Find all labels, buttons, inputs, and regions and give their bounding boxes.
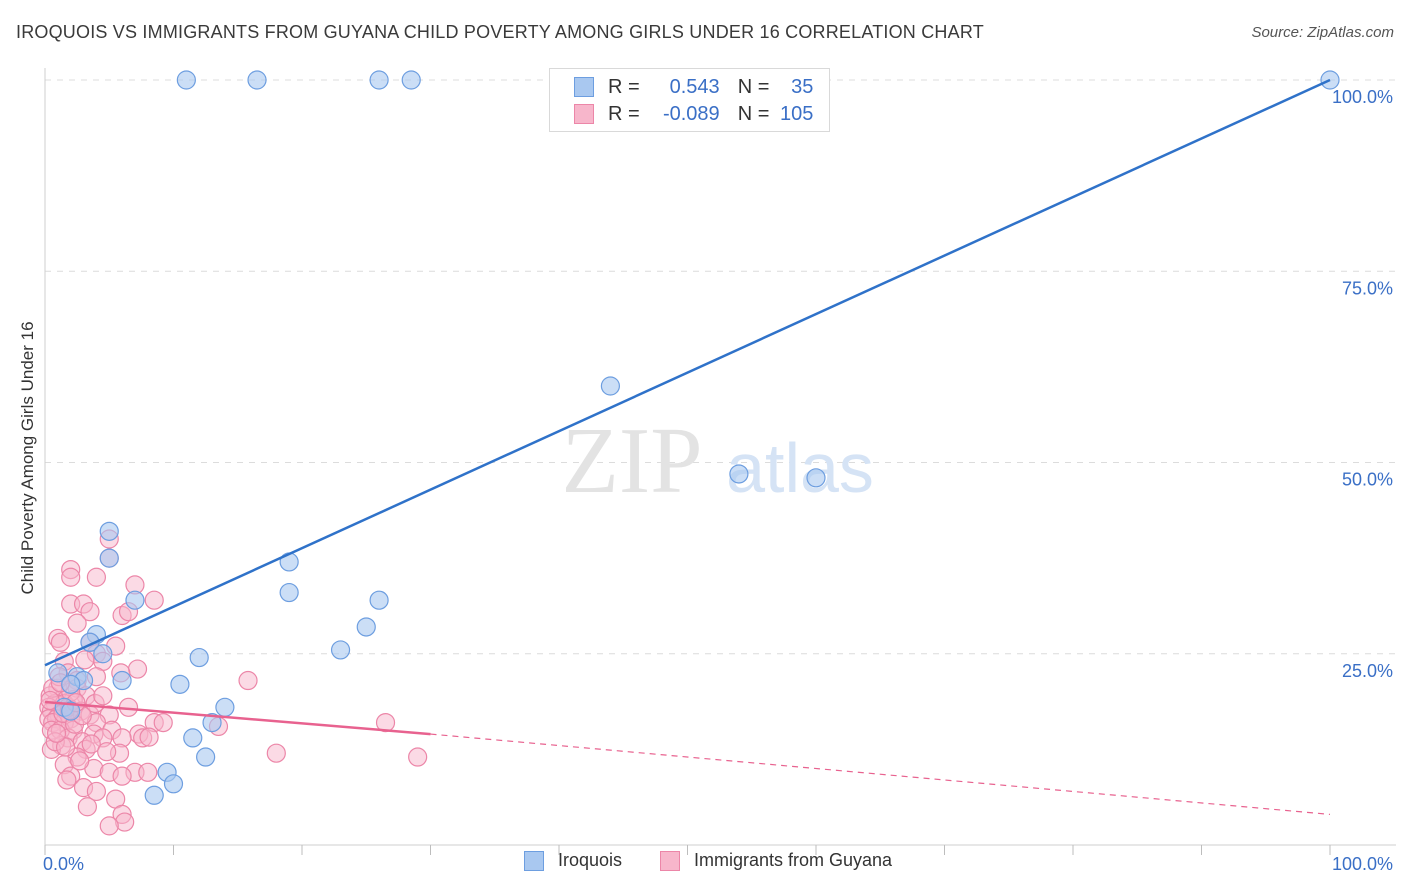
y-tick-label: 50.0% <box>1342 470 1393 490</box>
guyana-point <box>97 742 117 762</box>
guyana-point <box>127 659 148 679</box>
iroquois-point <box>247 70 267 90</box>
iroquois-point <box>112 670 132 691</box>
guyana-point <box>112 766 132 786</box>
legend-r-label: R = <box>608 75 640 98</box>
iroquois-point <box>729 464 749 484</box>
guyana-trend-line <box>44 700 431 736</box>
iroquois-point <box>99 548 119 568</box>
legend-r-value: 0.543 <box>669 75 720 98</box>
iroquois-point <box>600 376 621 396</box>
correlation-legend: R = 0.543 N = 35 R = -0.089 N = 105 <box>549 68 830 132</box>
guyana-point <box>55 737 76 757</box>
iroquois-point <box>279 582 299 603</box>
iroquois-point <box>163 774 184 794</box>
y-tick-label: 100.0% <box>1332 87 1393 107</box>
guyana-point <box>75 650 95 670</box>
legend-label-iroquois: Iroquois <box>558 850 623 870</box>
iroquois-point <box>369 70 389 90</box>
chart-title: IROQUOIS VS IMMIGRANTS FROM GUYANA CHILD… <box>16 22 984 42</box>
source-label: Source: ZipAtlas.com <box>1251 24 1394 41</box>
guyana-point <box>67 613 87 633</box>
guyana-point <box>266 743 286 763</box>
legend-item-iroquois[interactable]: Iroquois <box>524 850 622 871</box>
legend-row-iroquois: R = 0.543 N = 35 <box>574 75 813 99</box>
y-tick-label: 25.0% <box>1342 661 1393 681</box>
legend-item-guyana[interactable]: Immigrants from Guyana <box>660 850 892 871</box>
guyana-point <box>375 712 396 733</box>
trend-lines <box>44 78 1331 815</box>
legend-n-value: 105 <box>780 102 814 125</box>
axes <box>44 68 1396 855</box>
watermark-zip: ZIP <box>562 409 703 513</box>
iroquois-point <box>330 640 351 660</box>
iroquois-point <box>48 663 68 683</box>
x-tick-label: 100.0% <box>1332 854 1393 874</box>
iroquois-point <box>176 70 196 90</box>
iroquois-point <box>144 785 164 805</box>
guyana-point <box>80 602 100 622</box>
guyana-point <box>50 632 71 652</box>
iroquois-point <box>806 468 826 488</box>
legend-row-guyana: R = -0.089 N = 105 <box>574 102 813 126</box>
guyana-point <box>61 567 81 587</box>
iroquois-point <box>215 697 235 717</box>
iroquois-point <box>189 647 209 668</box>
iroquois-point <box>401 70 421 90</box>
legend-swatch-guyana <box>574 104 594 124</box>
iroquois-point <box>93 644 113 664</box>
guyana-point <box>408 747 428 767</box>
guyana-point <box>70 751 90 771</box>
guyana-trend-extension <box>430 733 1331 815</box>
series-legend: Iroquois Immigrants from Guyana <box>0 850 1406 880</box>
legend-swatch-guyana <box>660 850 680 871</box>
guyana-point <box>46 723 67 743</box>
guyana-point <box>81 734 101 754</box>
legend-swatch-iroquois <box>574 77 594 97</box>
watermark: ZIP atlas <box>562 409 874 513</box>
iroquois-point <box>356 617 376 637</box>
iroquois-trend-line <box>44 78 1331 667</box>
tick-labels: 25.0% 50.0% 75.0% 100.0% 0.0% 100.0% <box>43 87 1393 874</box>
guyana-point <box>153 712 173 733</box>
guyana-point <box>238 670 258 691</box>
guyana-point <box>99 816 119 836</box>
iroquois-point <box>202 712 222 733</box>
guyana-point <box>86 781 107 802</box>
iroquois-point <box>183 728 203 748</box>
guyana-point <box>77 797 98 817</box>
iroquois-point <box>125 590 145 610</box>
legend-n-label: N = <box>737 75 770 98</box>
legend-label-guyana: Immigrants from Guyana <box>694 850 893 870</box>
iroquois-point <box>196 747 216 767</box>
x-tick-label: 0.0% <box>43 854 84 874</box>
guyana-point <box>57 770 77 790</box>
iroquois-point <box>369 590 389 610</box>
legend-n-label: N = <box>737 102 770 125</box>
iroquois-point <box>61 674 81 694</box>
guyana-point <box>144 590 164 610</box>
guyana-point <box>86 567 107 587</box>
gridlines <box>45 79 1396 655</box>
guyana-point <box>139 727 159 747</box>
iroquois-points <box>48 70 1340 805</box>
legend-swatch-iroquois <box>524 850 544 871</box>
watermark-atlas: atlas <box>726 429 874 507</box>
legend-n-value: 35 <box>791 75 814 98</box>
legend-r-label: R = <box>608 102 640 125</box>
legend-r-value: -0.089 <box>662 102 720 125</box>
iroquois-point <box>170 674 190 694</box>
guyana-point <box>93 686 113 706</box>
y-tick-label: 75.0% <box>1342 278 1393 298</box>
iroquois-point <box>61 701 81 721</box>
iroquois-point <box>99 521 119 541</box>
guyana-points <box>39 529 428 836</box>
guyana-point <box>138 762 158 782</box>
